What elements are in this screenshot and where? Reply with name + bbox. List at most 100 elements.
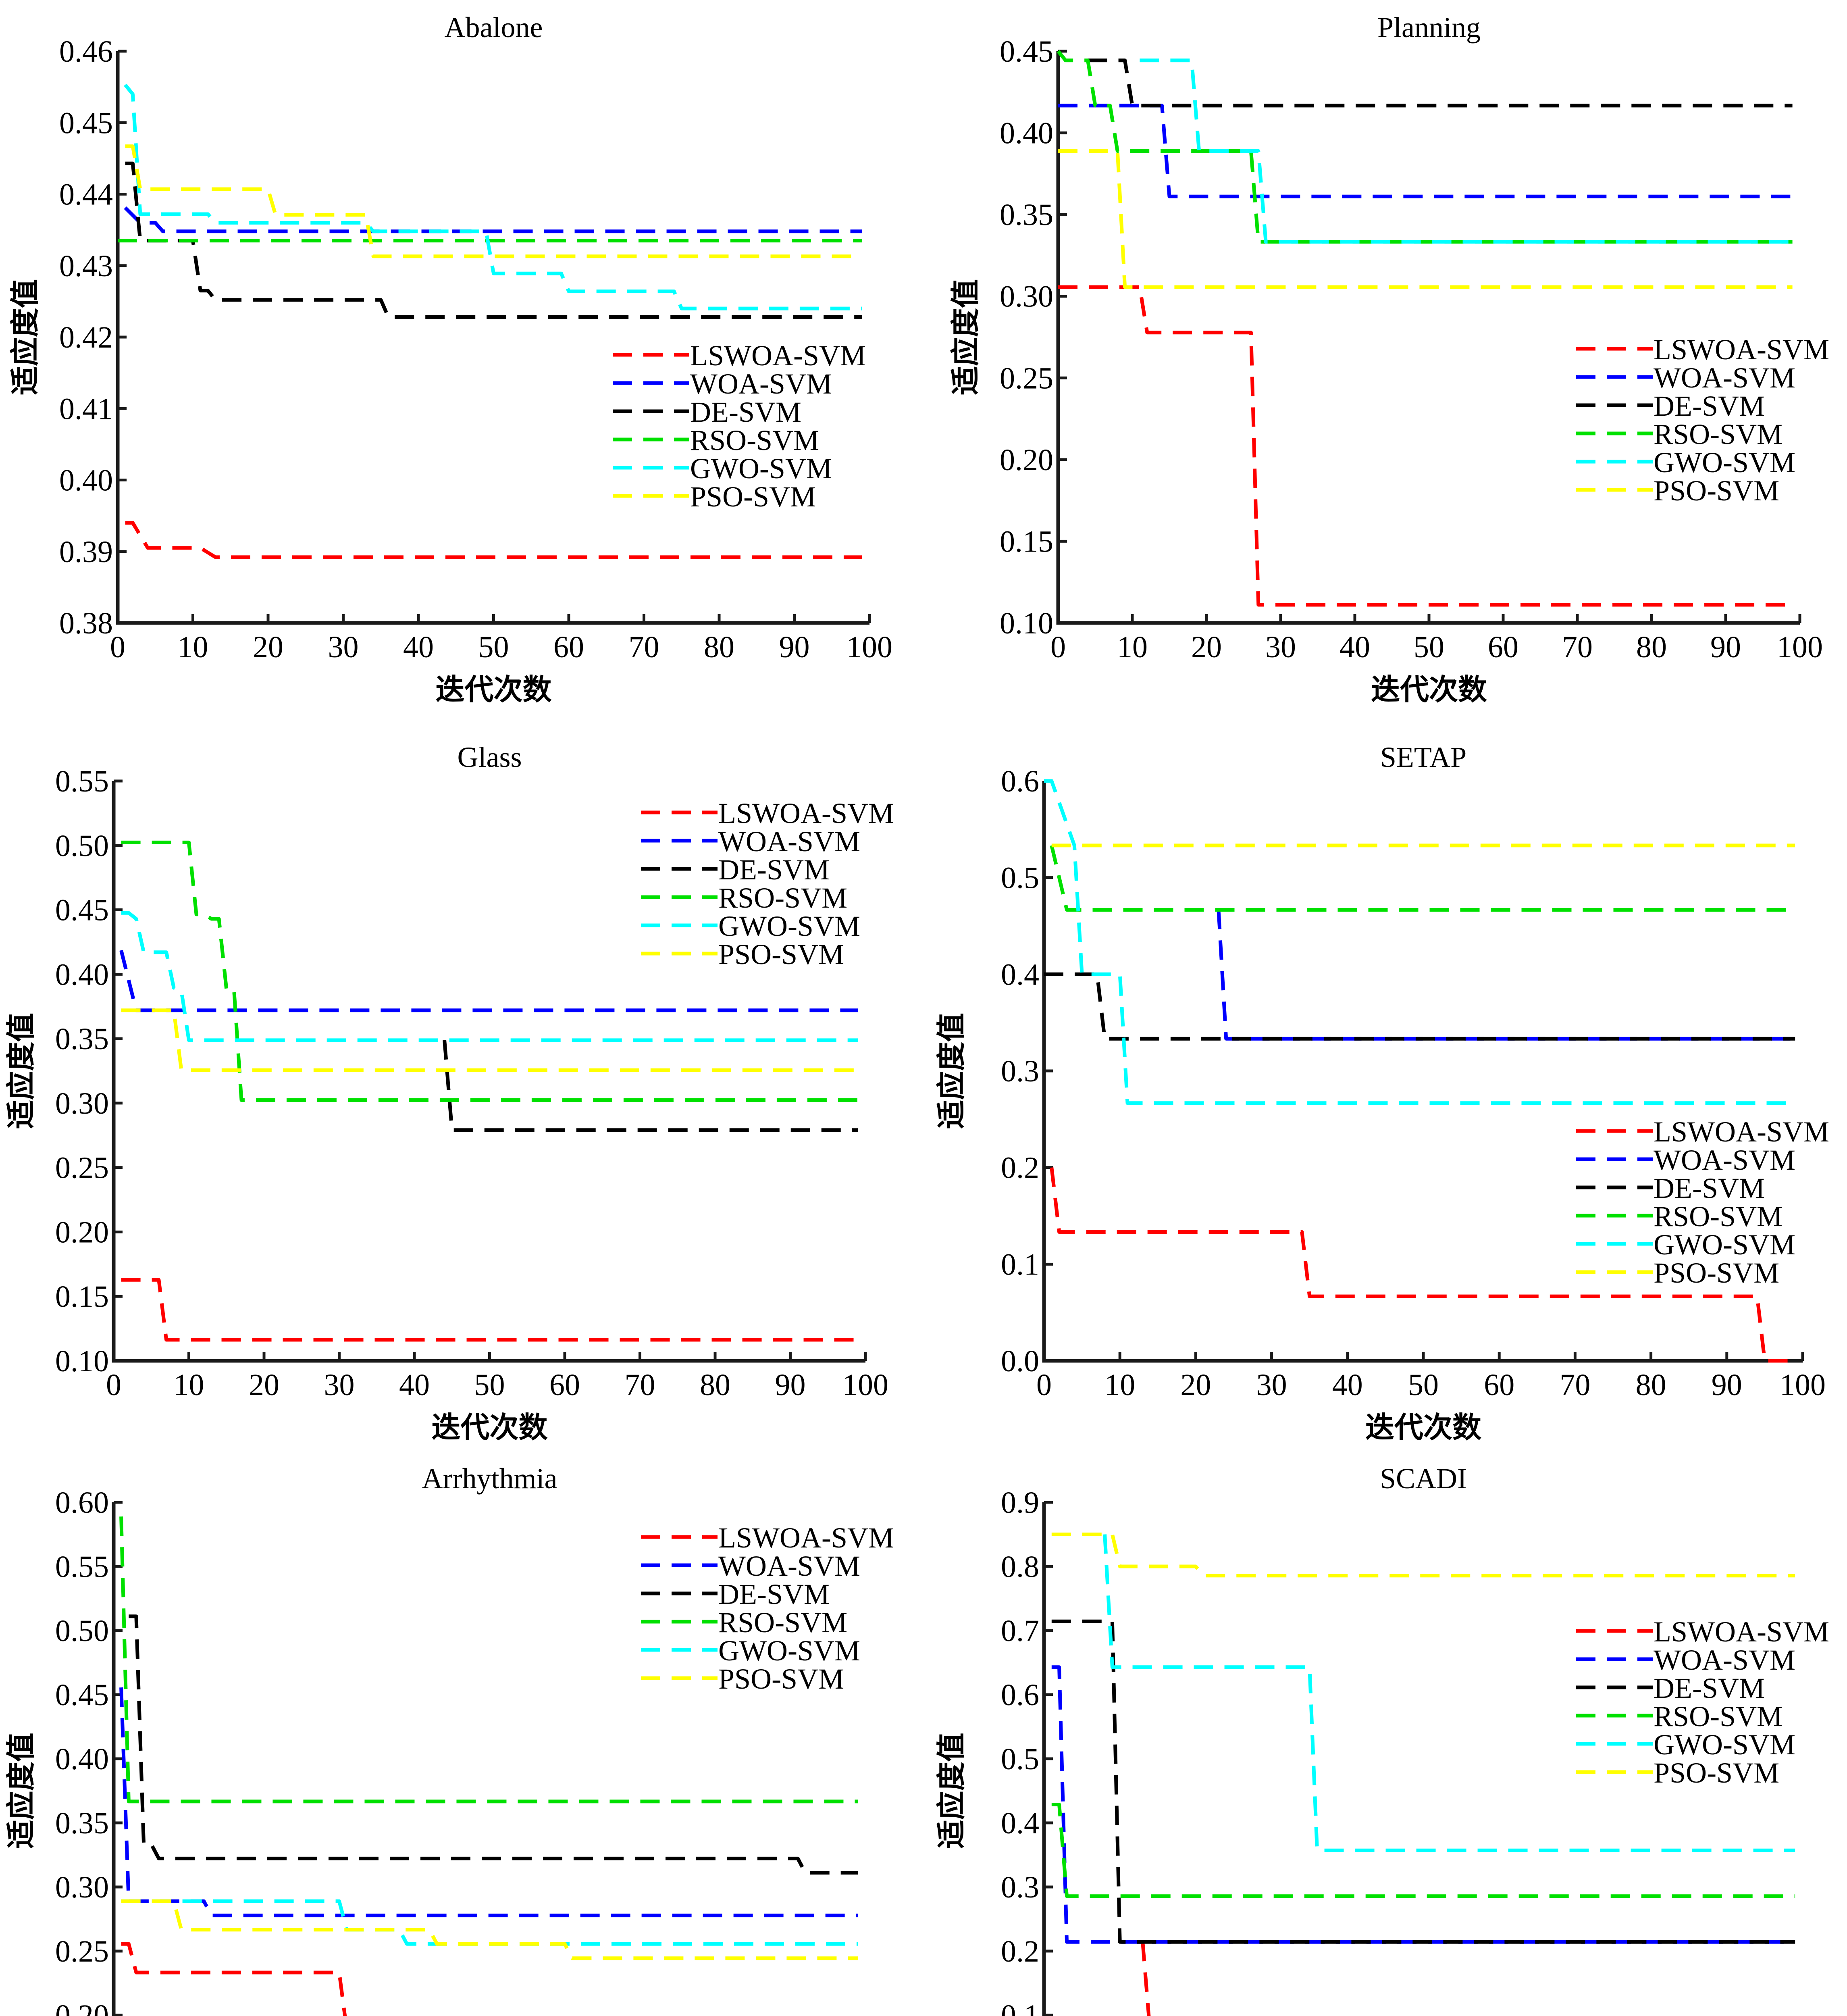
- y-axis-label: 适应度值: [8, 279, 42, 395]
- series-line-de-svm: [1044, 972, 1795, 1041]
- chart-panel-scadi: SCADI0.00.10.20.30.40.50.60.70.80.901020…: [934, 1462, 1829, 2016]
- y-tick-label: 0.55: [55, 764, 109, 798]
- legend-label: PSO-SVM: [1654, 1757, 1779, 1789]
- y-tick-label: 0.25: [1000, 361, 1053, 395]
- y-tick-label: 0.10: [1000, 606, 1053, 640]
- series-line-pso-svm: [125, 144, 862, 258]
- x-tick-label: 30: [324, 1368, 355, 1402]
- x-tick-label: 90: [775, 1368, 806, 1402]
- x-tick-label: 100: [1780, 1368, 1826, 1402]
- series-line-rso-svm: [119, 1516, 858, 1804]
- y-tick-label: 0.35: [55, 1022, 109, 1056]
- x-tick-label: 80: [1636, 1368, 1666, 1402]
- x-tick-label: 0: [1050, 630, 1066, 664]
- y-tick-label: 0.4: [1001, 1806, 1039, 1840]
- y-tick-label: 0.45: [1000, 35, 1053, 69]
- series-line-lswoa-svm: [1050, 1167, 1795, 1363]
- y-tick-label: 0.4: [1001, 958, 1039, 991]
- legend-label: DE-SVM: [1654, 390, 1765, 422]
- legend-label: GWO-SVM: [718, 910, 860, 942]
- chart-title: Abalone: [445, 11, 543, 44]
- series-line-lswoa-svm: [121, 1942, 347, 2016]
- y-tick-label: 0.1: [1001, 1248, 1039, 1281]
- x-tick-label: 0: [110, 630, 125, 664]
- x-tick-label: 40: [1332, 1368, 1363, 1402]
- y-tick-label: 0.60: [55, 1486, 109, 1520]
- legend: LSWOA-SVMWOA-SVMDE-SVMRSO-SVMGWO-SVMPSO-…: [641, 1522, 894, 1695]
- x-tick-label: 100: [842, 1368, 888, 1402]
- legend-label: RSO-SVM: [1654, 1700, 1783, 1733]
- y-tick-label: 0.30: [55, 1870, 109, 1904]
- y-tick-label: 0.10: [55, 1344, 109, 1378]
- legend-label: LSWOA-SVM: [718, 797, 894, 829]
- x-tick-label: 90: [1710, 630, 1741, 664]
- x-tick-label: 20: [1191, 630, 1222, 664]
- y-tick-label: 0.20: [1000, 443, 1053, 477]
- x-tick-label: 70: [629, 630, 659, 664]
- x-tick-label: 40: [399, 1368, 430, 1402]
- x-tick-label: 20: [253, 630, 283, 664]
- y-tick-label: 0.55: [55, 1550, 109, 1584]
- y-tick-label: 0.41: [59, 392, 113, 426]
- x-tick-label: 90: [779, 630, 810, 664]
- y-axis-label: 适应度值: [4, 1733, 38, 1849]
- series-line-de-svm: [1051, 1619, 1795, 1944]
- y-tick-label: 0.25: [55, 1151, 109, 1185]
- y-tick-label: 0.45: [59, 106, 113, 140]
- legend-label: LSWOA-SVM: [1654, 333, 1829, 366]
- x-tick-label: 0: [106, 1368, 121, 1402]
- chart-title: Arrhythmia: [422, 1462, 557, 1495]
- y-tick-label: 0.50: [55, 1614, 109, 1648]
- x-tick-label: 90: [1712, 1368, 1742, 1402]
- y-tick-label: 0.42: [59, 321, 113, 354]
- legend-label: GWO-SVM: [1654, 446, 1795, 479]
- x-tick-label: 40: [1339, 630, 1370, 664]
- legend-label: GWO-SVM: [1654, 1229, 1795, 1261]
- x-tick-label: 0: [1036, 1368, 1052, 1402]
- series-line-woa-svm: [1058, 104, 1793, 198]
- y-tick-label: 0.6: [1001, 1678, 1039, 1712]
- legend-label: WOA-SVM: [718, 825, 860, 858]
- y-tick-label: 0.35: [55, 1806, 109, 1840]
- y-tick-label: 0.20: [55, 1215, 109, 1249]
- legend-label: WOA-SVM: [1654, 1144, 1795, 1176]
- y-tick-label: 0.30: [1000, 280, 1053, 314]
- legend-label: PSO-SVM: [1654, 1257, 1779, 1289]
- legend-label: WOA-SVM: [718, 1550, 860, 1582]
- x-tick-label: 50: [478, 630, 509, 664]
- legend-label: RSO-SVM: [1654, 418, 1783, 450]
- x-tick-label: 10: [1117, 630, 1148, 664]
- legend-label: DE-SVM: [1654, 1172, 1765, 1204]
- y-tick-label: 0.15: [1000, 525, 1053, 558]
- y-tick-label: 0.2: [1001, 1935, 1039, 1968]
- y-tick-label: 0.3: [1001, 1054, 1039, 1088]
- chart-panel-arrhythmia: Arrhythmia0.150.200.250.300.350.400.450.…: [4, 1462, 894, 2016]
- series-line-lswoa-svm: [121, 1278, 858, 1342]
- y-tick-label: 0.38: [59, 606, 113, 640]
- legend: LSWOA-SVMWOA-SVMDE-SVMRSO-SVMGWO-SVMPSO-…: [1576, 1116, 1829, 1289]
- x-axis-label: 迭代次数: [1365, 1410, 1481, 1444]
- x-tick-label: 20: [1180, 1368, 1211, 1402]
- y-tick-label: 0.45: [55, 893, 109, 927]
- series-line-woa-svm: [124, 206, 862, 233]
- y-tick-label: 0.5: [1001, 1742, 1039, 1776]
- legend-label: RSO-SVM: [718, 882, 847, 914]
- series-line-gwo-svm: [121, 1899, 858, 1946]
- chart-panel-glass: Glass 0.10 0.15 0.20 0.25 0.30 0.35 0.40 0.45 0.5…: [4, 741, 894, 1444]
- legend-label: GWO-SVM: [1654, 1729, 1795, 1761]
- x-axis-label: 迭代次数: [431, 1410, 547, 1444]
- legend: LSWOA-SVMWOA-SVMDE-SVMRSO-SVMGWO-SVMPSO-…: [613, 339, 866, 513]
- x-tick-label: 10: [1104, 1368, 1135, 1402]
- chart-title: Glass: [458, 741, 522, 773]
- series-line-de-svm: [443, 1040, 858, 1132]
- y-tick-label: 0.8: [1001, 1550, 1039, 1584]
- y-tick-label: 0.40: [1000, 117, 1053, 150]
- x-axis-label: 迭代次数: [435, 673, 551, 706]
- y-tick-label: 0.40: [55, 1742, 109, 1776]
- series-line-woa-svm: [1217, 910, 1795, 1041]
- x-tick-label: 50: [1414, 630, 1444, 664]
- series-line-pso-svm: [121, 1899, 858, 1960]
- y-tick-label: 0.1: [1001, 1999, 1039, 2016]
- y-axis-label: 适应度值: [934, 1733, 968, 1849]
- x-tick-label: 40: [403, 630, 434, 664]
